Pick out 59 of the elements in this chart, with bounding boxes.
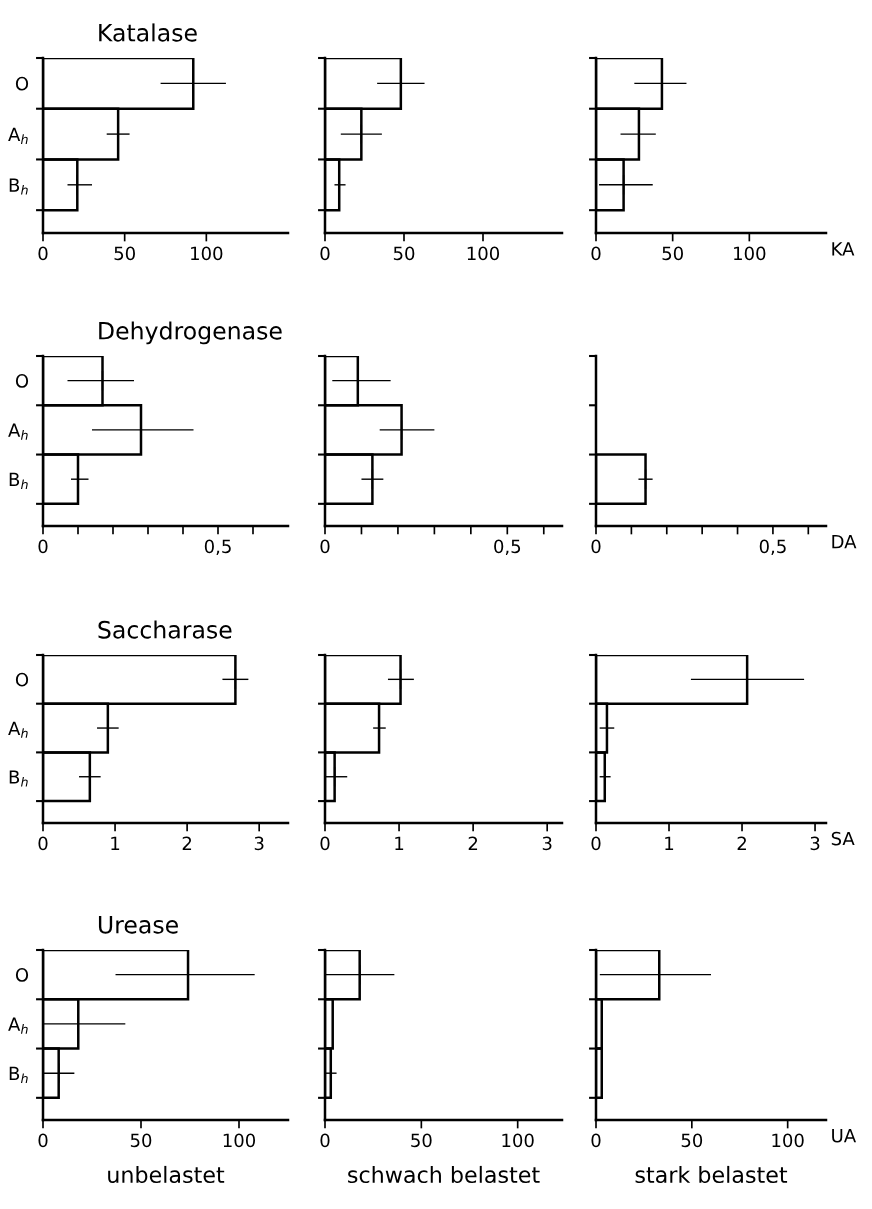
y-tick-label: B$_{h}$ [9,1066,28,1083]
x-tick-label: 100 [223,1133,256,1148]
x-tick-label: 1 [111,836,120,850]
x-tick-label: 0 [320,836,330,851]
x-tick-label: 50 [662,246,683,261]
x-axis-title: UA [832,1129,857,1143]
y-tick-label: A$_{h}$ [8,127,28,144]
x-tick-label: 1 [395,836,404,850]
chart-title: Urease [98,916,178,934]
x-tick-label: 0 [591,246,601,261]
chart-title: Dehydrogenase [99,321,282,345]
x-tick-label: 0 [38,1133,48,1148]
x-tick-label: 3 [254,836,264,851]
x-tick-label: 100 [772,1133,804,1148]
x-tick-label: 2 [737,836,746,850]
x-axis-title: SA [831,831,855,846]
x-tick-label: 2 [182,836,192,850]
x-tick-label: 0 [591,836,601,851]
y-tick-label: A$_{h}$ [8,1017,28,1034]
y-tick-label: B$_{h}$ [9,770,28,787]
x-tick-label: 0 [591,1133,601,1148]
x-tick-label: 0 [38,539,48,554]
y-tick-label: B$_{h}$ [9,178,28,195]
x-tick-label: 100 [502,1133,534,1148]
text: schwach belastet [348,1165,540,1184]
x-tick-label: 50 [411,1133,432,1148]
y-tick-label: O [15,374,29,388]
text: unbelastet [108,1165,225,1184]
chart-title: Saccharase [98,620,232,639]
x-tick-label: 3 [810,836,820,851]
chart-title: Katalase [99,23,197,42]
x-tick-label: 0,5 [204,539,231,556]
x-tick-label: 100 [734,246,766,261]
x-tick-label: 3 [542,836,552,851]
x-tick-label: 100 [467,246,500,261]
x-tick-label: 0 [38,836,48,851]
y-tick-label: O [15,968,29,982]
y-tick-label: O [15,672,29,687]
text: stark belastet [635,1165,788,1184]
x-tick-label: 1 [665,836,674,850]
x-tick-label: 0 [320,1133,330,1148]
y-tick-label: B$_{h}$ [9,472,28,489]
x-tick-label: 0 [38,246,48,261]
x-tick-label: 2 [468,836,478,850]
y-tick-label: A$_{h}$ [8,721,28,738]
x-tick-label: 0 [591,539,601,554]
y-tick-label: A$_{h}$ [8,423,28,440]
x-tick-label: 0,5 [759,539,786,556]
x-tick-label: 50 [114,246,135,261]
x-tick-label: 50 [130,1133,152,1148]
x-axis-title: KA [832,242,855,256]
x-axis-title: DA [832,535,857,549]
x-tick-label: 0 [320,539,330,554]
y-tick-label: O [15,76,29,91]
x-tick-label: 0,5 [494,539,521,556]
x-tick-label: 0 [320,246,330,261]
x-tick-label: 50 [393,246,415,261]
x-tick-label: 50 [681,1133,703,1148]
x-tick-label: 100 [191,246,223,261]
